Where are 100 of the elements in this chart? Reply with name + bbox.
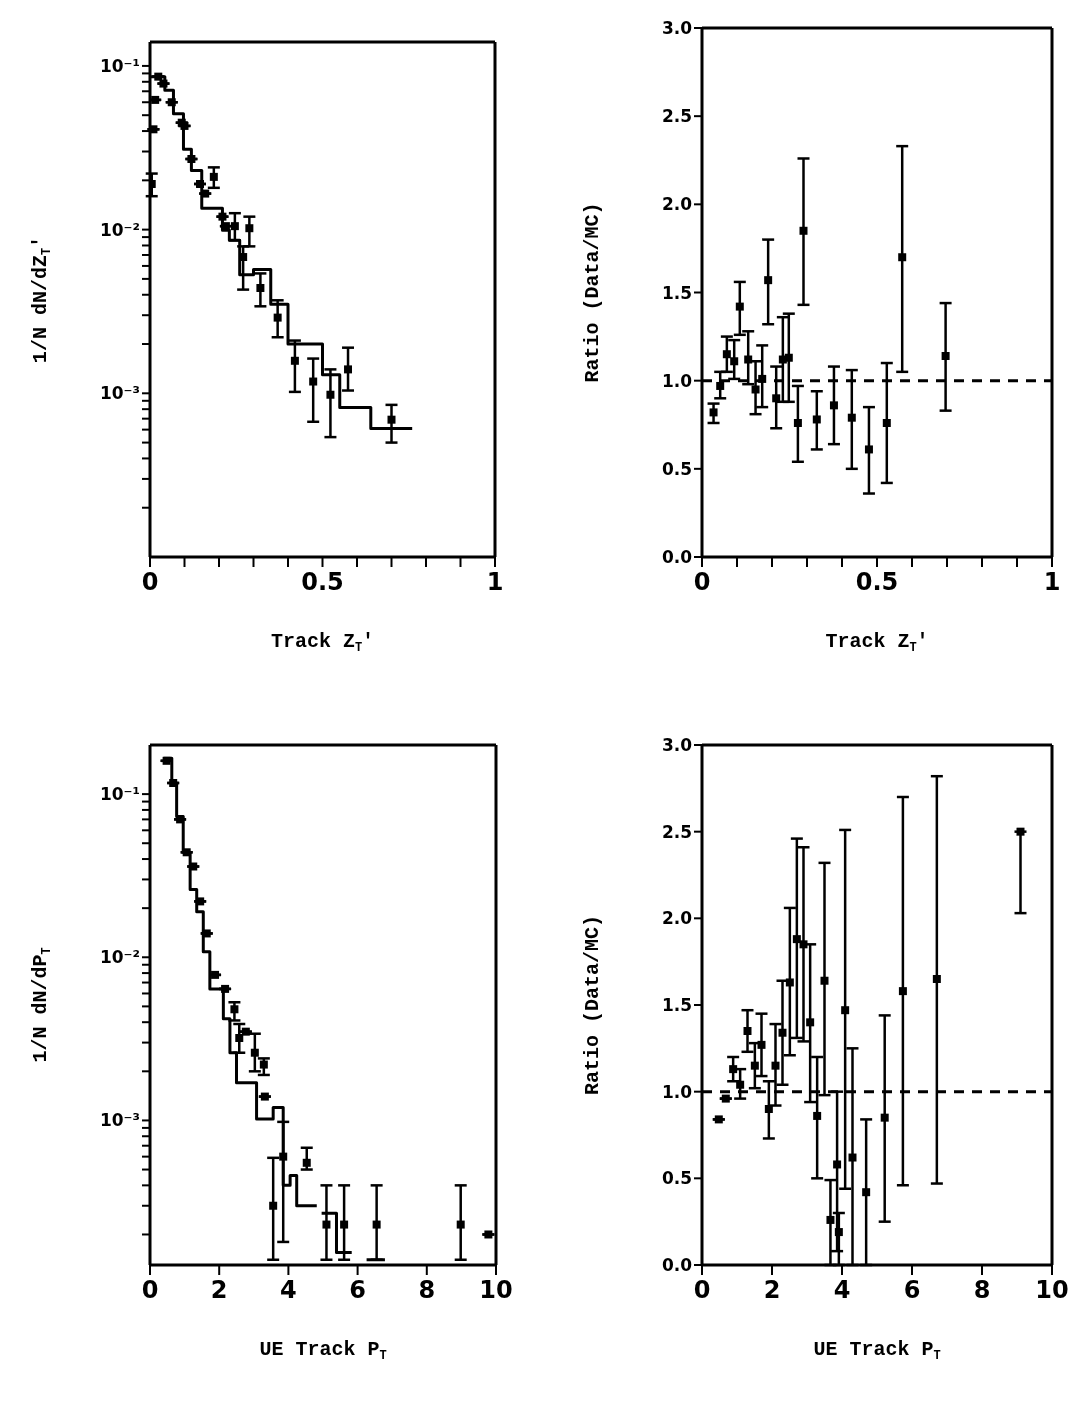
y-tick-label: 10⁻¹ — [99, 784, 140, 805]
x-axis-title: UE Track P$_{T}$ — [259, 1338, 387, 1363]
point — [309, 377, 318, 386]
point — [716, 381, 725, 390]
x-tick-label: 1 — [1043, 568, 1061, 597]
y-tick-label: 3.0 — [661, 735, 693, 756]
point — [778, 1028, 787, 1037]
point — [771, 1061, 780, 1070]
point — [813, 1111, 822, 1120]
y-tick-label: 1.5 — [661, 282, 692, 303]
point — [722, 350, 731, 359]
point — [735, 302, 744, 311]
y-tick-label: 1.5 — [661, 995, 692, 1016]
point — [235, 1034, 244, 1043]
x-tick-label: 10 — [479, 1276, 513, 1305]
point — [758, 374, 767, 383]
point — [730, 357, 739, 366]
point — [764, 276, 773, 285]
point — [882, 418, 891, 427]
y-axis-title: Ratio (Data/MC) — [581, 202, 604, 383]
point — [898, 253, 907, 262]
x-tick-label: 2 — [210, 1276, 228, 1305]
point — [792, 935, 801, 944]
point — [799, 940, 808, 949]
point — [880, 1113, 889, 1122]
x-axis-title: UE Track P$_{T}$ — [813, 1338, 941, 1363]
x-axis-title: Track Z$_{T}$' — [825, 630, 929, 655]
point — [259, 1060, 268, 1069]
point — [456, 1220, 465, 1229]
point — [898, 987, 907, 996]
x-tick-label: 8 — [973, 1276, 991, 1305]
x-tick-label: 0.5 — [301, 568, 344, 597]
point — [829, 401, 838, 410]
y-tick-label: 2.0 — [661, 194, 693, 215]
point — [864, 445, 873, 454]
x-tick-label: 0 — [693, 1276, 711, 1305]
y-tick-label: 2.5 — [661, 106, 692, 127]
y-tick-label: 1.0 — [661, 370, 693, 391]
point — [834, 1228, 843, 1237]
point — [812, 415, 821, 424]
y-tick-label: 0.5 — [661, 458, 692, 479]
point — [941, 351, 950, 360]
y-tick-label: 10⁻² — [99, 947, 140, 968]
point — [302, 1158, 311, 1167]
point — [847, 413, 856, 422]
y-tick-label: 3.0 — [661, 18, 693, 39]
point — [820, 976, 829, 985]
point — [784, 353, 793, 362]
x-tick-label: 1 — [486, 568, 504, 597]
point — [372, 1220, 381, 1229]
point — [256, 283, 265, 292]
y-tick-label: 0.5 — [661, 1168, 692, 1189]
x-tick-label: 2 — [763, 1276, 781, 1305]
y-tick-label: 10⁻² — [99, 219, 140, 240]
x-tick-label: 8 — [418, 1276, 436, 1305]
y-tick-label: 0.0 — [661, 547, 693, 568]
point — [793, 418, 802, 427]
y-axis-title: Ratio (Data/MC) — [581, 914, 604, 1096]
point — [848, 1153, 857, 1162]
x-tick-label: 0 — [693, 568, 711, 597]
y-tick-label: 2.0 — [661, 908, 693, 929]
point — [785, 978, 794, 987]
point — [751, 385, 760, 394]
x-tick-label: 4 — [280, 1276, 297, 1305]
y-tick-label: 1.0 — [661, 1081, 693, 1102]
y-tick-label: 10⁻¹ — [99, 55, 140, 76]
point — [387, 415, 396, 424]
point — [269, 1201, 278, 1210]
point — [772, 394, 781, 403]
x-tick-label: 6 — [903, 1276, 921, 1305]
point — [757, 1040, 766, 1049]
point — [340, 1220, 349, 1229]
point — [862, 1188, 871, 1197]
point — [750, 1061, 759, 1070]
point — [290, 356, 299, 365]
point — [209, 172, 218, 181]
point — [799, 226, 808, 235]
point — [230, 1005, 239, 1014]
point — [729, 1065, 738, 1074]
point — [764, 1105, 773, 1113]
y-tick-label: 10⁻³ — [99, 383, 140, 404]
point — [833, 1160, 842, 1169]
x-tick-label: 10 — [1035, 1276, 1069, 1305]
point — [743, 1027, 752, 1035]
x-axis-title: Track Z$_{T}$' — [270, 630, 375, 655]
point — [744, 355, 753, 364]
point — [245, 224, 254, 233]
point — [230, 222, 239, 231]
x-tick-label: 0.5 — [855, 568, 899, 597]
point — [344, 365, 353, 374]
point — [326, 390, 335, 399]
point — [826, 1215, 835, 1224]
point — [736, 1080, 745, 1089]
point — [932, 975, 941, 983]
point — [806, 1018, 815, 1027]
y-tick-label: 10⁻³ — [99, 1110, 140, 1131]
x-tick-label: 6 — [349, 1276, 366, 1305]
point — [709, 408, 718, 417]
point — [250, 1048, 259, 1057]
x-tick-label: 4 — [833, 1276, 851, 1305]
